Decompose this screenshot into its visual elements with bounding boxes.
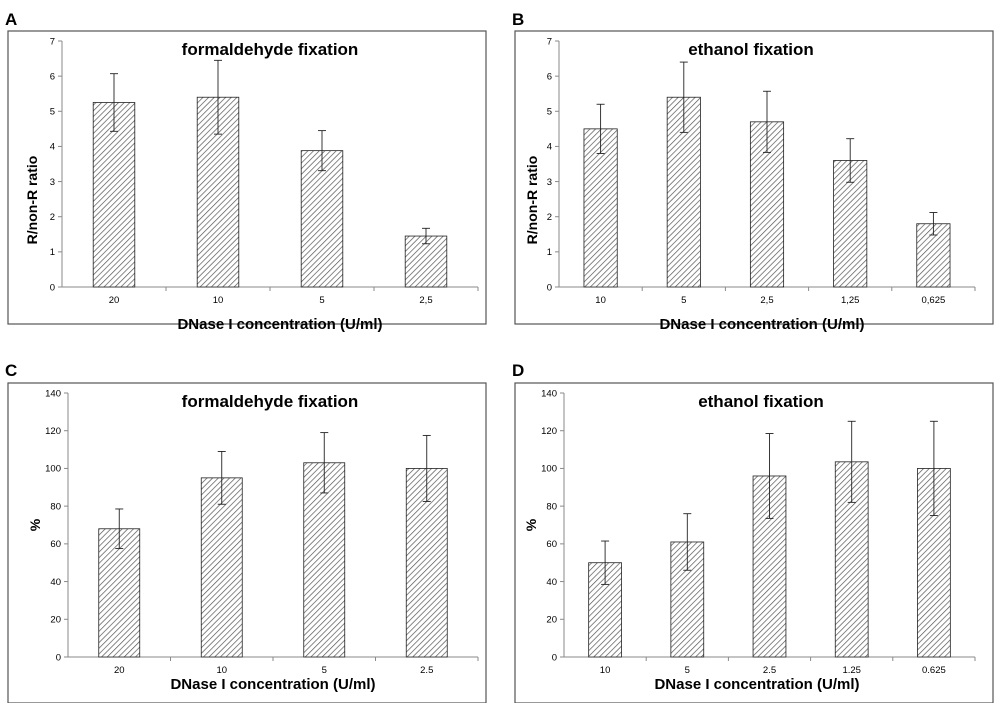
x-tick-label: 10 — [213, 295, 224, 306]
y-tick-label: 20 — [546, 615, 557, 626]
bar — [404, 235, 448, 288]
x-tick-label: 1.25 — [842, 665, 861, 676]
y-tick-label: 80 — [546, 501, 557, 512]
y-tick-label: 4 — [547, 142, 552, 153]
y-tick-label: 6 — [50, 71, 55, 82]
x-tick-label: 2.5 — [420, 665, 433, 676]
x-axis-label: DNase I concentration (U/ml) — [170, 676, 375, 693]
chart-frame — [514, 30, 994, 325]
chart-frame — [7, 382, 487, 703]
y-tick-label: 6 — [547, 71, 552, 82]
x-tick-label: 20 — [114, 665, 125, 676]
panel-b: B 0 1 2 3 4 5 6 7 10 5 2,5 1,25 0,625 ethanol fixation… — [512, 10, 994, 333]
y-tick-label: 60 — [546, 539, 557, 550]
x-tick-label: 0,625 — [922, 295, 946, 306]
bar — [303, 462, 346, 658]
y-axis-label: R/non-R ratio — [24, 156, 40, 245]
y-tick-label: 7 — [50, 36, 55, 47]
chart-title: ethanol fixation — [688, 40, 814, 59]
y-tick-label: 1 — [547, 247, 552, 258]
y-axis-label: R/non-R ratio — [524, 156, 540, 245]
y-tick-label: 7 — [547, 36, 552, 47]
x-tick-label: 5 — [322, 665, 327, 676]
x-axis-label: DNase I concentration (U/ml) — [659, 316, 864, 333]
y-tick-label: 3 — [50, 177, 55, 188]
x-tick-label: 10 — [595, 295, 606, 306]
panel-d: D 0 20 40 60 80 100 120 140 10 5 2.5 1.25 0.625 ethano… — [512, 361, 994, 703]
y-tick-label: 100 — [45, 464, 61, 475]
x-tick-label: 0.625 — [922, 665, 946, 676]
y-tick-label: 60 — [50, 539, 61, 550]
y-tick-label: 3 — [547, 177, 552, 188]
panel-letter: A — [5, 10, 17, 29]
y-tick-label: 5 — [50, 107, 55, 118]
panel-letter: B — [512, 10, 524, 29]
panel-letter: C — [5, 361, 17, 380]
y-tick-label: 5 — [547, 107, 552, 118]
bar — [98, 528, 141, 658]
x-axis-label: DNase I concentration (U/ml) — [177, 316, 382, 333]
x-tick-label: 10 — [600, 665, 611, 676]
y-tick-label: 140 — [541, 388, 557, 399]
x-tick-label: 20 — [109, 295, 120, 306]
y-tick-label: 0 — [56, 652, 61, 663]
y-tick-label: 0 — [547, 282, 552, 293]
y-tick-label: 120 — [45, 426, 61, 437]
y-tick-label: 2 — [547, 212, 552, 223]
chart-frame — [514, 382, 994, 703]
y-tick-label: 1 — [50, 247, 55, 258]
y-tick-label: 120 — [541, 426, 557, 437]
y-tick-label: 0 — [552, 652, 557, 663]
panel-letter: D — [512, 361, 524, 380]
y-tick-label: 20 — [50, 615, 61, 626]
y-tick-label: 0 — [50, 282, 55, 293]
chart-title: formaldehyde fixation — [182, 40, 359, 59]
x-tick-label: 2.5 — [763, 665, 776, 676]
x-tick-label: 10 — [216, 665, 227, 676]
x-tick-label: 5 — [685, 665, 690, 676]
y-axis-label: % — [27, 518, 43, 531]
x-tick-label: 1,25 — [841, 295, 860, 306]
x-tick-label: 5 — [681, 295, 686, 306]
x-tick-label: 2,5 — [760, 295, 773, 306]
x-axis-label: DNase I concentration (U/ml) — [654, 676, 859, 693]
chart-title: ethanol fixation — [698, 392, 824, 411]
y-tick-label: 40 — [50, 577, 61, 588]
y-tick-label: 4 — [50, 142, 55, 153]
y-tick-label: 80 — [50, 501, 61, 512]
bar — [300, 150, 344, 288]
chart-title: formaldehyde fixation — [182, 392, 359, 411]
y-tick-label: 40 — [546, 577, 557, 588]
y-tick-label: 100 — [541, 464, 557, 475]
panel-a: A 0 1 2 3 4 5 6 7 20 10 5 2,5 formaldehyde fixation DN… — [5, 10, 487, 333]
bar — [92, 102, 136, 288]
x-tick-label: 5 — [319, 295, 324, 306]
panel-c: C 0 20 40 60 80 100 120 140 20 10 5 2.5 formaldehyde … — [5, 361, 487, 703]
bar — [583, 128, 618, 288]
y-axis-label: % — [523, 518, 539, 531]
chart-frame — [7, 30, 487, 325]
y-tick-label: 2 — [50, 212, 55, 223]
x-tick-label: 2,5 — [419, 295, 432, 306]
bar — [200, 477, 243, 658]
y-tick-label: 140 — [45, 388, 61, 399]
